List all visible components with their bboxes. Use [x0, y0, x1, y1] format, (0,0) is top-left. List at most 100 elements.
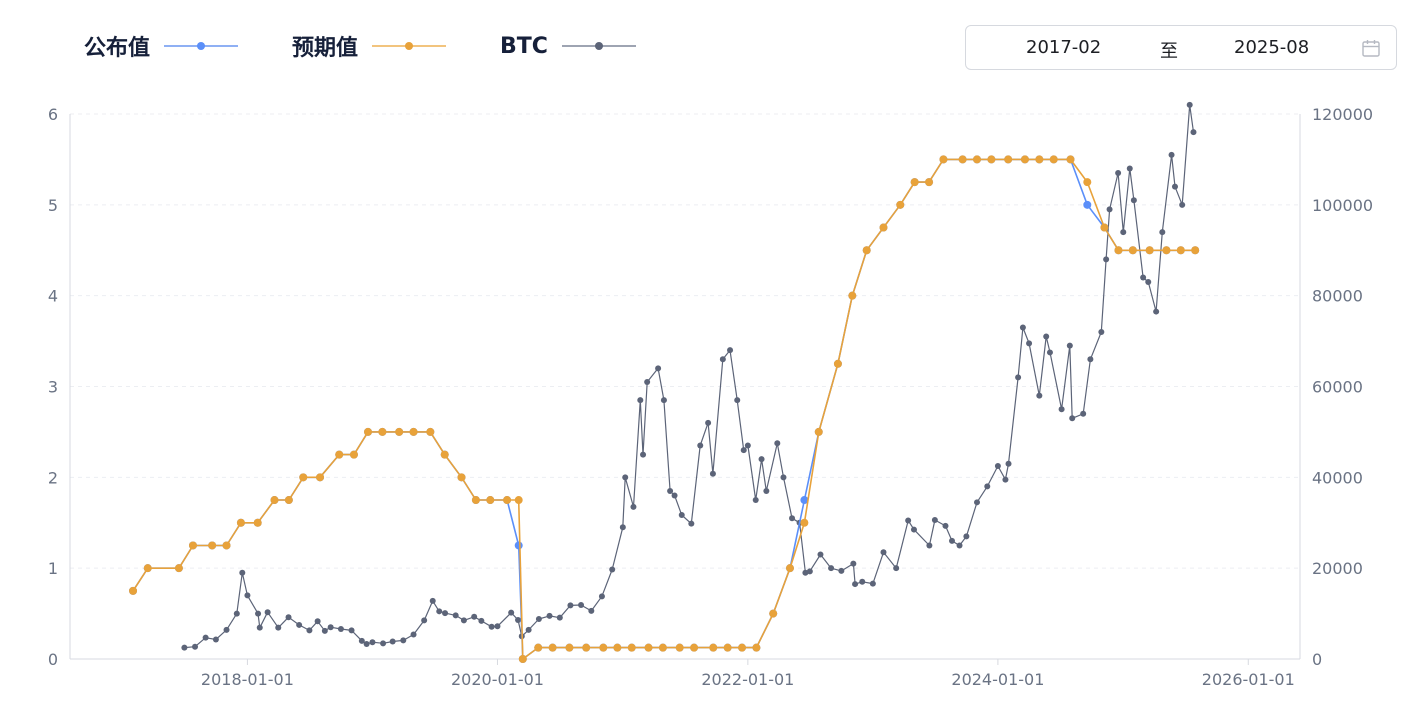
date-range-separator: 至 [1160, 41, 1178, 62]
axes: 0 1 2 3 4 5 6 0 20000 40000 60000 80000 100000 120000… [48, 105, 1373, 689]
data-point [1168, 151, 1175, 158]
y-right-tick-label: 60000 [1312, 378, 1363, 397]
data-point [471, 496, 480, 505]
data-point [515, 616, 522, 623]
data-point [239, 569, 246, 576]
data-point [752, 497, 759, 504]
data-point [758, 456, 765, 463]
legend-label: 公布值 [84, 36, 151, 61]
data-point [1128, 246, 1137, 255]
data-point [644, 378, 651, 385]
y-right-tick-label: 20000 [1312, 559, 1363, 578]
x-tick-label: 2026-01-01 [1202, 670, 1295, 689]
data-point [358, 637, 365, 644]
data-point [660, 397, 667, 404]
grid-lines [70, 113, 1300, 569]
data-point [640, 451, 647, 458]
data-point [709, 470, 716, 477]
data-point [709, 643, 718, 652]
data-point [1162, 246, 1171, 255]
data-point [514, 496, 523, 505]
data-point [671, 492, 678, 499]
data-point [789, 515, 796, 522]
data-point [1190, 129, 1197, 136]
data-point [1069, 415, 1076, 422]
data-point [780, 474, 787, 481]
data-point [1103, 256, 1110, 263]
data-point [1015, 374, 1022, 381]
date-range-end[interactable]: 2025-08 [1234, 37, 1310, 58]
series-line-2 [184, 104, 1195, 649]
y-right-tick-label: 100000 [1312, 196, 1373, 215]
legend-swatch-actual [164, 42, 239, 50]
legend-item-btc[interactable]: BTC [500, 34, 638, 59]
data-point [410, 631, 417, 638]
data-point [436, 608, 443, 615]
data-point [1026, 340, 1033, 347]
data-point [800, 496, 809, 505]
data-point [850, 560, 857, 567]
legend-item-actual[interactable]: 公布值 [84, 30, 240, 62]
legend-item-expected[interactable]: 预期值 [292, 30, 448, 62]
data-point [1120, 229, 1127, 236]
data-point [440, 450, 449, 459]
data-point [1114, 246, 1123, 255]
data-point [1083, 200, 1092, 209]
data-point [316, 473, 325, 482]
data-point [409, 427, 418, 436]
data-point [862, 246, 871, 255]
calendar-icon[interactable] [1361, 38, 1381, 58]
y-left-tick-label: 6 [48, 105, 58, 124]
data-point [848, 291, 857, 300]
data-point [763, 487, 770, 494]
data-point [925, 178, 934, 187]
data-point [296, 621, 303, 628]
date-range-start[interactable]: 2017-02 [1026, 37, 1102, 58]
data-point [984, 483, 991, 490]
data-point [478, 617, 485, 624]
data-point [833, 359, 842, 368]
data-point [1087, 356, 1094, 363]
data-point [738, 643, 747, 652]
legend-swatch-expected [372, 42, 447, 50]
data-point [1080, 410, 1087, 417]
data-point [1020, 155, 1029, 164]
data-point [363, 427, 372, 436]
data-point [471, 613, 478, 620]
data-point [1145, 279, 1152, 286]
data-point [599, 643, 608, 652]
y-right-tick-label: 0 [1312, 650, 1322, 669]
legend: 公布值 预期值 BTC [84, 30, 690, 62]
data-point [667, 487, 674, 494]
data-point [188, 541, 197, 550]
data-point [697, 442, 704, 449]
data-point [395, 427, 404, 436]
data-point [817, 551, 824, 558]
data-point [582, 643, 591, 652]
data-point [129, 586, 138, 595]
data-point [348, 627, 355, 634]
data-point [678, 512, 685, 519]
y-left-tick-label: 2 [48, 468, 58, 487]
data-point [630, 503, 637, 510]
data-point [1002, 476, 1009, 483]
data-point [335, 450, 344, 459]
data-point [565, 643, 574, 652]
data-point [1005, 460, 1012, 467]
legend-label: 预期值 [292, 36, 359, 61]
data-point [1004, 155, 1013, 164]
data-point [806, 568, 813, 575]
data-point [752, 643, 761, 652]
data-point [389, 638, 396, 645]
date-range-picker[interactable]: 2017-02 至 2025-08 [965, 25, 1397, 70]
data-point [774, 440, 781, 447]
x-tick-label: 2024-01-01 [951, 670, 1044, 689]
data-point [905, 517, 912, 524]
data-point [1140, 274, 1147, 281]
data-point [675, 643, 684, 652]
data-point [719, 356, 726, 363]
data-point [896, 200, 905, 209]
data-point [1186, 101, 1193, 108]
data-point [174, 564, 183, 573]
